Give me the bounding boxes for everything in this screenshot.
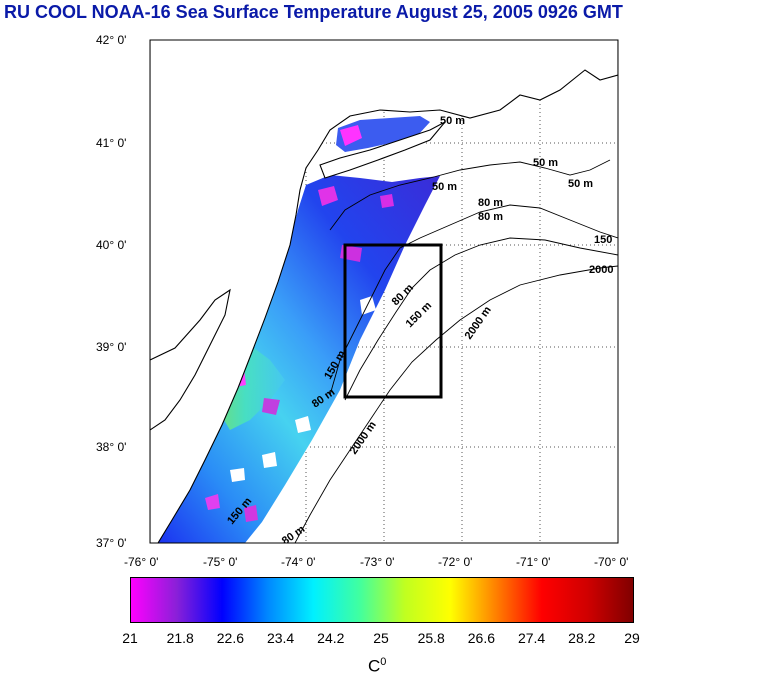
colorbar-tick-label: 22.6 — [216, 630, 245, 646]
colorbar-tick-label: 23.4 — [266, 630, 295, 646]
contour-label: 50 m — [432, 181, 457, 193]
colorbar-tick-label: 21 — [122, 630, 138, 646]
colorbar-tick-label: 24.2 — [317, 630, 345, 646]
contour-label: 50 m — [533, 157, 558, 169]
coastline — [150, 40, 618, 543]
colorbar-tick-label: 25 — [373, 630, 389, 646]
colorbar-tick-label: 29 — [624, 630, 640, 646]
lon-tick-label: -71° 0' — [516, 555, 550, 569]
lon-tick-label: -73° 0' — [360, 555, 394, 569]
contour-label: 150 — [594, 234, 612, 246]
contour-label: 80 m — [478, 211, 503, 223]
lat-axis: 42° 0' 41° 0' 40° 0' 39° 0' 38° 0' 37° 0… — [96, 33, 126, 550]
colorbar-tick-label: 25.8 — [417, 630, 445, 646]
colorbar-tick-label: 26.6 — [467, 630, 496, 646]
lat-tick-label: 39° 0' — [96, 340, 126, 354]
lat-tick-label: 42° 0' — [96, 33, 126, 47]
lat-tick-label: 41° 0' — [96, 136, 126, 150]
lon-tick-label: -72° 0' — [438, 555, 472, 569]
contour-label: 50 m — [440, 115, 465, 127]
colorbar-tick-label: 28.2 — [568, 630, 596, 646]
lat-tick-label: 40° 0' — [96, 238, 126, 252]
lon-tick-label: -75° 0' — [203, 555, 237, 569]
lon-tick-label: -70° 0' — [594, 555, 628, 569]
contour-label: 2000 — [589, 264, 613, 276]
plot-frame — [149, 39, 619, 544]
unit-letter: C — [368, 656, 381, 676]
lon-tick-label: -74° 0' — [281, 555, 315, 569]
colorbar — [130, 577, 634, 623]
colorbar-tick-label: 27.4 — [517, 630, 546, 646]
colorbar-tick-label: 21.8 — [166, 630, 194, 646]
study-box — [343, 243, 443, 399]
lat-tick-label: 37° 0' — [96, 536, 126, 550]
contour-label: 50 m — [568, 178, 593, 190]
lat-tick-label: 38° 0' — [96, 440, 126, 454]
colorbar-unit: C0 — [368, 656, 386, 677]
plot-area: 50 m 50 m 50 m 50 m 80 m 80 m 150 2000 8… — [149, 39, 619, 544]
contour-label: 80 m — [478, 197, 503, 209]
lon-tick-label: -76° 0' — [124, 555, 158, 569]
lon-axis: -76° 0' -75° 0' -74° 0' -73° 0' -72° 0' … — [124, 555, 628, 569]
unit-superscript: 0 — [380, 656, 387, 668]
chart-title: RU COOL NOAA-16 Sea Surface Temperature … — [4, 2, 623, 22]
